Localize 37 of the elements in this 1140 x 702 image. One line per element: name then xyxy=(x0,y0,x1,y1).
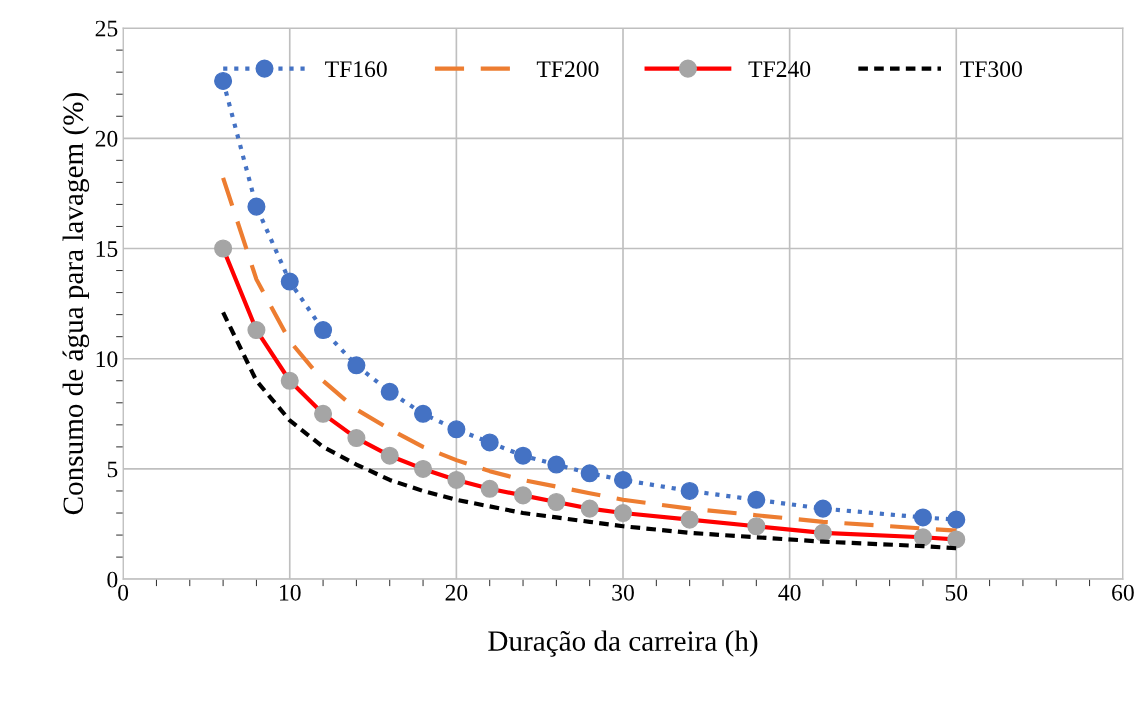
x-tick-label: 30 xyxy=(612,584,634,601)
legend-label: TF240 xyxy=(748,61,811,78)
x-tick-label: 20 xyxy=(445,584,468,601)
point xyxy=(913,508,932,527)
point xyxy=(347,356,366,375)
x-axis-title: Duração da carreira (h) xyxy=(488,630,758,657)
point xyxy=(514,446,533,465)
y-tick-label: 10 xyxy=(96,351,118,368)
legend-label: TF300 xyxy=(960,61,1022,78)
point xyxy=(680,481,699,501)
point xyxy=(547,455,566,474)
point xyxy=(280,272,299,291)
y-tick-label: 20 xyxy=(95,130,118,147)
x-tick-label: 0 xyxy=(118,584,129,601)
point xyxy=(247,197,266,216)
x-tick-label: 50 xyxy=(945,584,968,601)
x-tick-label: 10 xyxy=(280,584,301,601)
y-axis-title: Consumo de água para lavagem (%) xyxy=(62,93,90,515)
point xyxy=(580,464,599,483)
point xyxy=(747,490,766,509)
point xyxy=(613,470,633,489)
legend-label: TF160 xyxy=(325,61,387,78)
point xyxy=(447,420,466,439)
point xyxy=(414,404,433,423)
point xyxy=(380,382,399,401)
legend-label: TF200 xyxy=(536,61,599,78)
y-tick-label: 15 xyxy=(96,241,118,257)
point xyxy=(480,433,499,452)
x-tick-label: 40 xyxy=(778,584,801,601)
y-tick-label: 0 xyxy=(107,571,118,588)
point xyxy=(214,71,233,91)
y-tick-label: 25 xyxy=(95,20,118,37)
x-tick-label: 60 xyxy=(1112,584,1134,601)
y-tick-label: 5 xyxy=(107,461,118,478)
point xyxy=(813,499,832,518)
point xyxy=(314,321,333,340)
point xyxy=(947,510,966,529)
